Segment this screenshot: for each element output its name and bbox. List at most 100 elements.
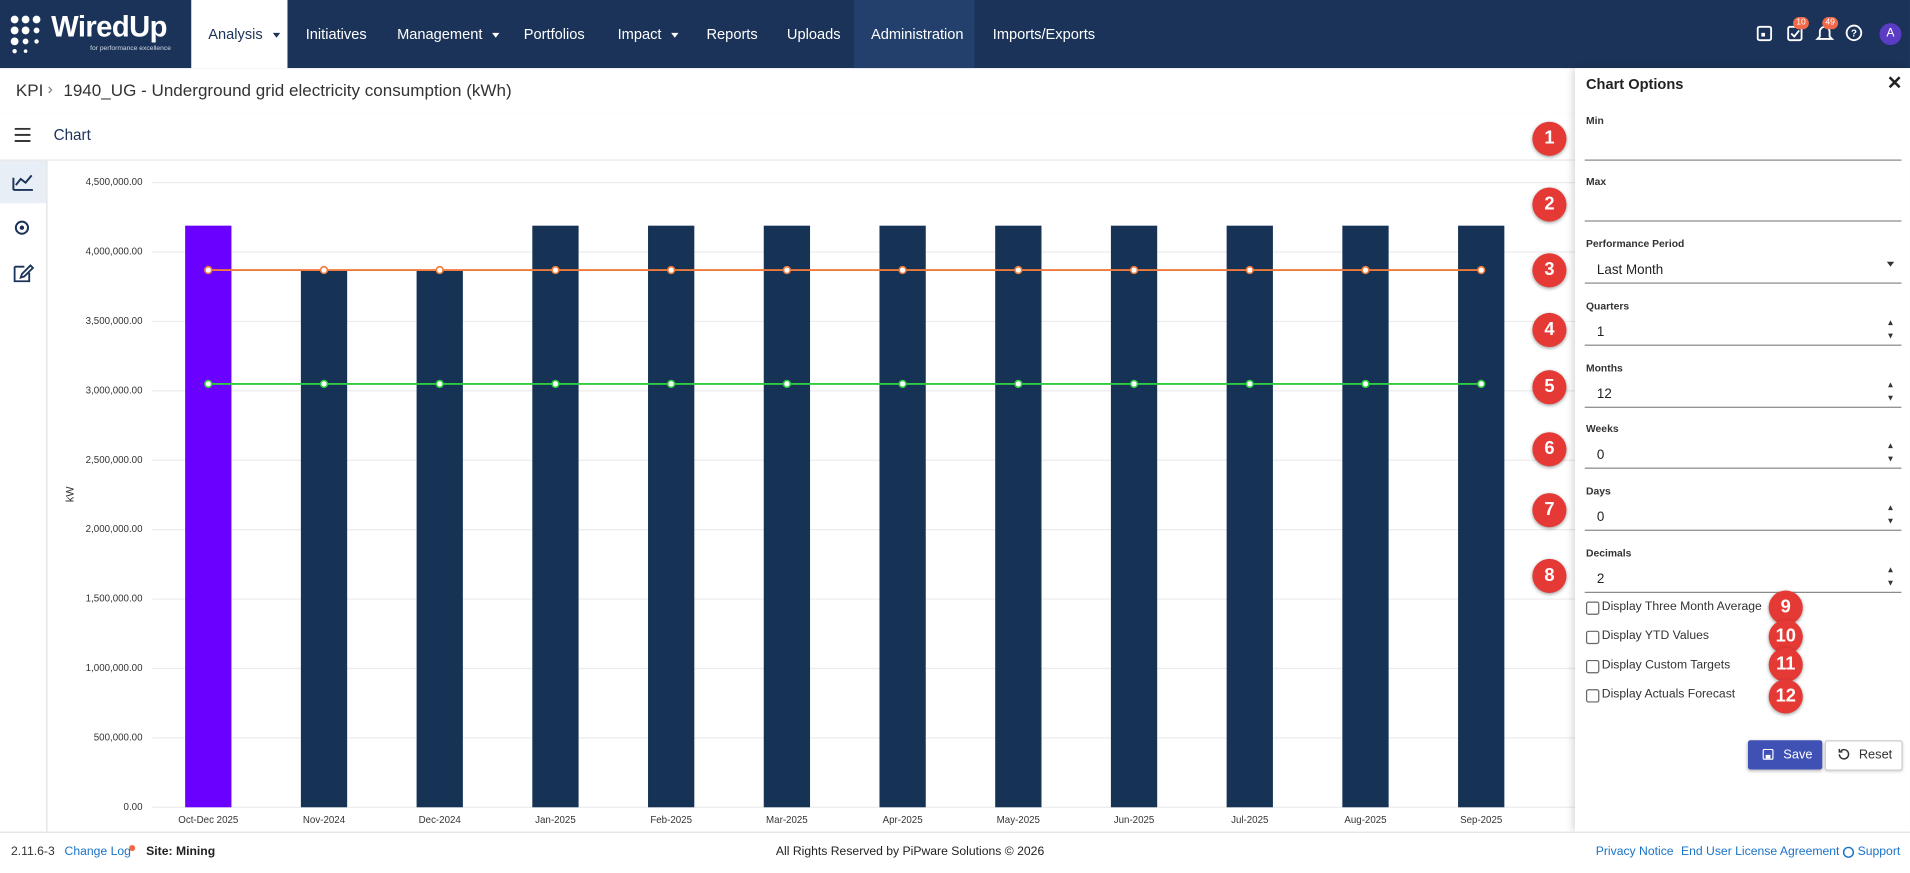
nav-item[interactable]: Analysis: [208, 0, 280, 68]
field-underline[interactable]: [1584, 591, 1902, 593]
y-tick-label: 1,000,000.00: [86, 663, 143, 674]
nav-item[interactable]: Imports/Exports: [992, 25, 1096, 43]
field-underline[interactable]: [1584, 344, 1902, 346]
annotation-marker: 7: [1532, 493, 1567, 528]
checkbox-label[interactable]: Display YTD Values: [1601, 629, 1709, 643]
spinner-down[interactable]: [1888, 518, 1893, 524]
spinner-up[interactable]: [1888, 505, 1893, 511]
dropdown-caret: [671, 32, 679, 38]
bar: [532, 225, 579, 808]
line-point: [1129, 265, 1139, 275]
x-tick-label: Oct-Dec 2025: [178, 815, 238, 826]
y-axis-label: kW: [65, 486, 77, 502]
line-point: [1361, 265, 1370, 275]
help-icon[interactable]: [1845, 24, 1863, 42]
checkbox[interactable]: [1585, 601, 1600, 615]
spinner-down[interactable]: [1888, 580, 1893, 586]
calendar-dot: [1761, 32, 1766, 37]
menu-icon[interactable]: [14, 127, 32, 143]
breadcrumb-separator: ›: [47, 79, 53, 98]
annotation-marker: 9: [1768, 590, 1803, 625]
changelog-link[interactable]: Change Log: [64, 845, 131, 859]
x-tick-label: Apr-2025: [883, 815, 923, 826]
nav-item[interactable]: Reports: [706, 25, 758, 43]
spinner-up[interactable]: [1888, 443, 1893, 449]
field-label: Months: [1585, 361, 1623, 374]
checkbox[interactable]: [1585, 630, 1600, 645]
x-tick-label: Nov-2024: [303, 815, 346, 826]
spinner-down[interactable]: [1888, 395, 1893, 401]
spinner-up[interactable]: [1888, 567, 1893, 573]
nav-label[interactable]: Management: [397, 25, 483, 43]
field-underline[interactable]: [1584, 159, 1902, 161]
spinner-up[interactable]: [1888, 382, 1893, 388]
reset-button[interactable]: [1824, 740, 1903, 771]
logo-icon: [10, 15, 41, 54]
field-underline[interactable]: [1584, 282, 1902, 284]
nav-item[interactable]: Uploads: [786, 25, 841, 43]
checkbox-label[interactable]: Display Actuals Forecast: [1601, 687, 1736, 702]
line-point: [666, 265, 676, 275]
logo-text: WiredUp: [51, 10, 167, 44]
field-value[interactable]: 0: [1596, 510, 1605, 525]
close-button[interactable]: ✕: [1886, 73, 1903, 94]
badge: 10: [1793, 17, 1809, 30]
checkbox[interactable]: [1585, 689, 1600, 703]
line-point: [551, 265, 560, 275]
footer-link[interactable]: End User License Agreement: [1680, 845, 1840, 859]
reset-label[interactable]: Reset: [1858, 747, 1893, 763]
checkbox[interactable]: [1585, 659, 1600, 674]
line-point: [1477, 265, 1486, 275]
breadcrumb-root[interactable]: KPI: [15, 80, 44, 100]
spinner-down[interactable]: [1888, 456, 1893, 462]
nav-item[interactable]: Administration: [870, 25, 964, 43]
nav-item[interactable]: Initiatives: [305, 25, 367, 43]
breadcrumb-page: 1940_UG - Underground grid electricity c…: [63, 80, 512, 100]
y-tick-label: 3,500,000.00: [86, 316, 143, 327]
field-underline[interactable]: [1584, 220, 1902, 222]
x-tick-label: Jun-2025: [1114, 815, 1155, 826]
nav-item[interactable]: Management: [397, 0, 500, 68]
toolbar-title: Chart: [53, 126, 91, 144]
field-underline[interactable]: [1584, 406, 1902, 408]
annotation-marker: 3: [1532, 253, 1567, 288]
field-label: Max: [1585, 175, 1607, 188]
calendar-icon[interactable]: [1756, 25, 1773, 42]
line-point: [551, 379, 560, 389]
bar: [185, 225, 232, 808]
bar: [1110, 225, 1158, 808]
bar: [1458, 225, 1505, 808]
field-value[interactable]: 12: [1596, 387, 1612, 402]
field-label: Decimals: [1585, 546, 1632, 559]
field-value[interactable]: 1: [1596, 325, 1605, 340]
save-button[interactable]: [1747, 740, 1823, 770]
y-tick-label: 2,500,000.00: [86, 455, 143, 466]
spinner-up[interactable]: [1888, 320, 1893, 326]
field-underline[interactable]: [1584, 529, 1902, 531]
field-underline[interactable]: [1584, 467, 1902, 469]
save-icon: [1762, 748, 1774, 760]
nav-item[interactable]: Portfolios: [523, 25, 585, 43]
field-value[interactable]: 2: [1596, 572, 1605, 587]
field-label: Days: [1585, 484, 1611, 497]
field-value[interactable]: 0: [1596, 448, 1605, 463]
footer-link[interactable]: Support: [1857, 845, 1901, 859]
settings-icon[interactable]: [14, 220, 29, 235]
footer-link[interactable]: Privacy Notice: [1595, 845, 1674, 859]
nav-label[interactable]: Analysis: [208, 25, 263, 43]
line-point: [204, 379, 213, 389]
save-label[interactable]: Save: [1783, 747, 1813, 763]
spinner-down[interactable]: [1888, 333, 1893, 339]
nav-item[interactable]: Impact: [618, 0, 679, 68]
y-tick-label: 3,000,000.00: [86, 385, 143, 396]
chart-icon[interactable]: [12, 174, 33, 191]
avatar[interactable]: A: [1879, 23, 1902, 46]
line-point: [1245, 265, 1254, 275]
hover-tab: [853, 0, 975, 69]
checkbox-label[interactable]: Display Custom Targets: [1601, 658, 1731, 673]
nav-label[interactable]: Impact: [617, 25, 662, 43]
edit-icon[interactable]: [13, 264, 35, 283]
field-label: Quarters: [1585, 299, 1630, 312]
checkbox-label[interactable]: Display Three Month Average: [1601, 600, 1762, 614]
field-value[interactable]: Last Month: [1596, 263, 1664, 278]
